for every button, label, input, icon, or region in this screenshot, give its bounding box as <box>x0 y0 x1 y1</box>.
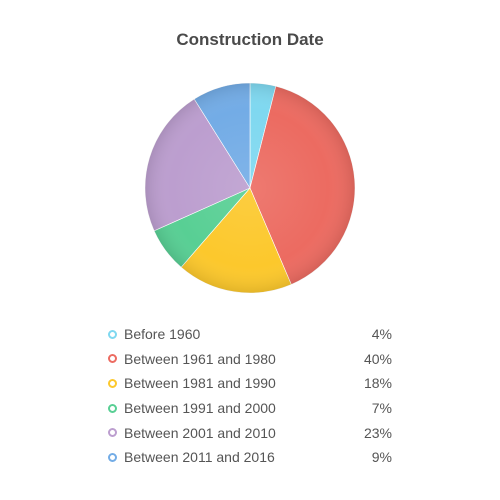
legend-value: 18% <box>363 375 392 392</box>
legend-value: 4% <box>371 326 392 343</box>
legend-label: Between 1961 and 1980 <box>124 350 276 367</box>
legend-value: 9% <box>371 449 392 466</box>
legend-label: Between 1991 and 2000 <box>124 400 276 417</box>
legend-marker-icon <box>108 452 117 462</box>
legend-item[interactable]: Between 1981 and 1990 18% <box>108 371 392 396</box>
legend-label: Between 1981 and 1990 <box>124 375 276 392</box>
legend-label: Between 2011 and 2016 <box>124 449 275 466</box>
legend-value: 23% <box>363 424 392 441</box>
legend: Before 1960 4% Between 1961 and 1980 40% Bet… <box>108 322 392 470</box>
legend-marker-icon <box>108 378 117 388</box>
legend-value: 40% <box>363 350 392 367</box>
legend-marker-icon <box>108 403 117 413</box>
legend-item[interactable]: Between 1991 and 2000 7% <box>108 396 392 421</box>
legend-label: Before 1960 <box>124 326 201 343</box>
legend-value: 7% <box>371 400 392 417</box>
legend-marker-icon <box>108 354 117 364</box>
legend-item[interactable]: Between 2001 and 2010 23% <box>108 420 392 445</box>
legend-label: Between 2001 and 2010 <box>124 424 276 441</box>
legend-marker-icon <box>108 428 117 438</box>
pie-slices <box>144 82 356 294</box>
chart-title: Construction Date <box>176 30 324 49</box>
pie-chart <box>144 82 356 294</box>
legend-item[interactable]: Between 1961 and 1980 40% <box>108 347 392 372</box>
legend-item[interactable]: Between 2011 and 2016 9% <box>108 445 392 470</box>
legend-marker-icon <box>108 329 117 339</box>
legend-item[interactable]: Before 1960 4% <box>108 322 392 347</box>
